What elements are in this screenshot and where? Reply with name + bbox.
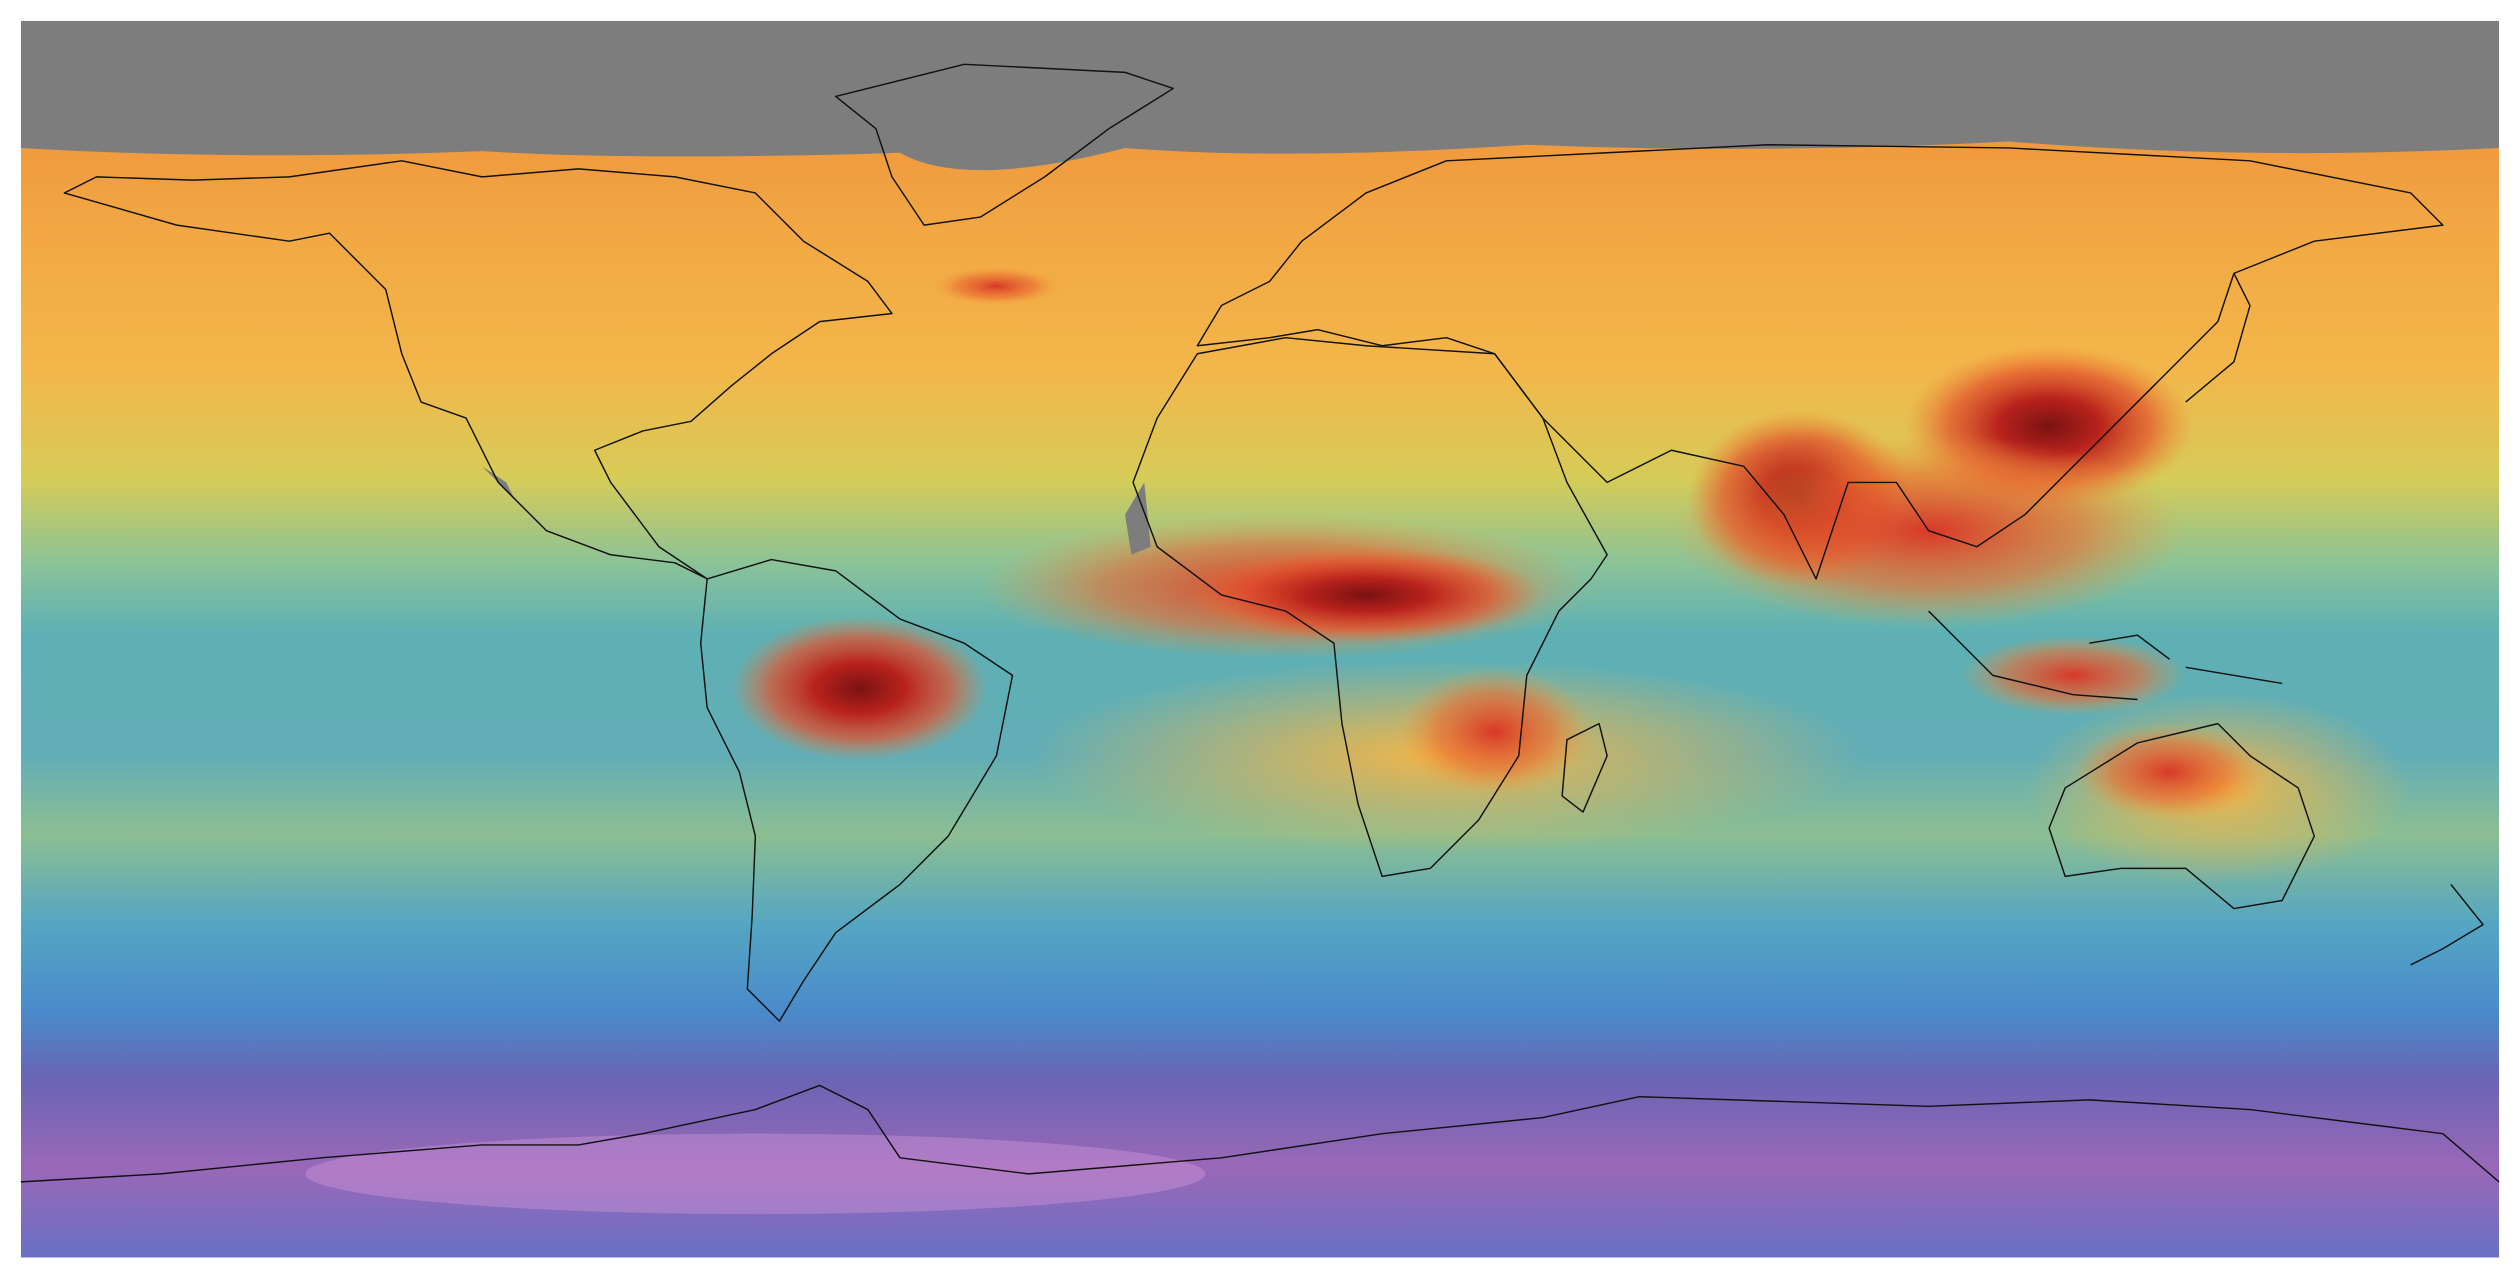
indonesia <box>1928 610 2283 701</box>
new-zealand <box>2410 883 2484 966</box>
region <box>1398 667 1592 796</box>
australia <box>2048 722 2316 910</box>
eurasia <box>1196 144 2444 580</box>
data-layer <box>20 20 2500 1258</box>
region <box>305 1133 1206 1215</box>
region <box>932 266 1061 306</box>
greenland <box>834 63 1174 226</box>
coastlines <box>20 63 2500 1183</box>
no-data <box>20 20 2500 171</box>
madagascar <box>1561 722 1608 813</box>
region <box>731 615 989 761</box>
region <box>2073 723 2267 821</box>
japan <box>2185 273 2251 403</box>
region <box>1189 546 1543 644</box>
region <box>1960 635 2186 716</box>
north-america <box>63 160 893 580</box>
south-america <box>699 558 1014 1022</box>
antarctica <box>20 1084 2500 1183</box>
